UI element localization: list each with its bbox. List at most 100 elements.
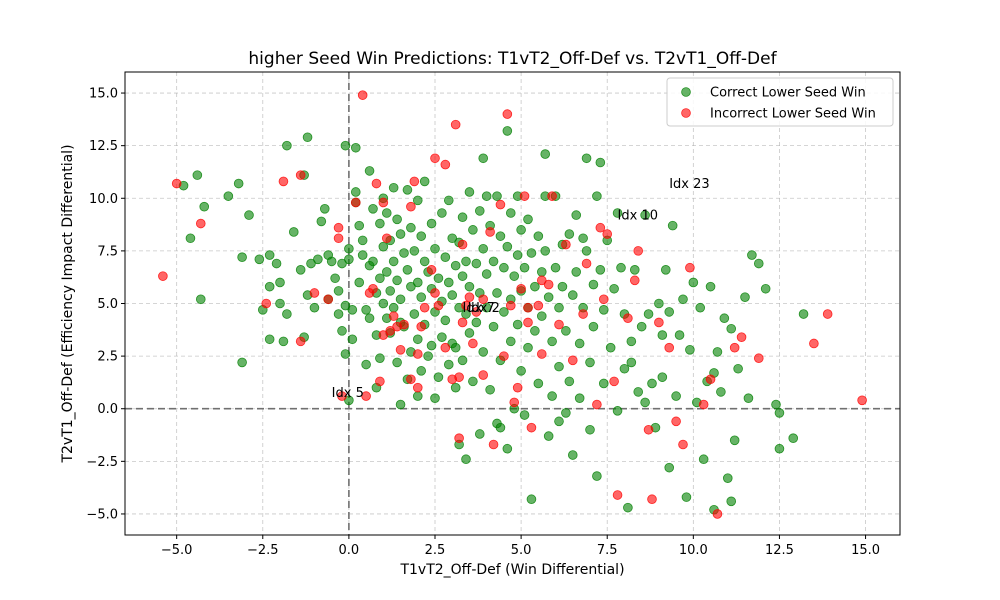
- data-point: [430, 393, 440, 404]
- data-point: [554, 302, 564, 313]
- data-point: [406, 374, 416, 385]
- data-point: [488, 439, 499, 450]
- data-point: [636, 321, 647, 332]
- data-point: [461, 454, 471, 465]
- data-point: [571, 210, 582, 220]
- data-point: [554, 319, 564, 330]
- data-point: [464, 187, 475, 197]
- data-point: [440, 315, 451, 326]
- series-incorrect: [158, 90, 867, 519]
- x-tick-label: −5.0: [161, 543, 193, 558]
- data-point: [509, 397, 520, 408]
- data-point: [561, 326, 571, 336]
- data-point: [468, 225, 478, 235]
- data-point: [495, 199, 506, 210]
- data-point: [478, 294, 489, 305]
- data-point: [347, 334, 358, 345]
- data-point: [567, 355, 578, 366]
- data-point: [678, 294, 688, 305]
- data-point: [512, 250, 523, 260]
- data-point: [592, 191, 602, 201]
- x-axis-title: T1vT2_Off-Def (Win Differential): [399, 562, 624, 578]
- data-point: [516, 366, 526, 376]
- data-point: [450, 342, 461, 353]
- data-point: [588, 321, 599, 332]
- x-tick-label: 0.0: [339, 543, 360, 558]
- data-point: [264, 250, 275, 260]
- data-point: [457, 212, 468, 223]
- data-point: [282, 140, 292, 151]
- legend-marker: [681, 87, 691, 97]
- data-point: [671, 391, 681, 401]
- data-point: [323, 294, 334, 305]
- data-point: [623, 313, 633, 324]
- data-point: [381, 233, 392, 244]
- data-point: [406, 281, 416, 292]
- data-point: [598, 294, 609, 305]
- data-point: [598, 305, 609, 315]
- data-point: [295, 170, 306, 180]
- data-point: [664, 462, 675, 473]
- data-point: [567, 290, 578, 300]
- data-point: [357, 250, 368, 260]
- data-point: [592, 399, 602, 410]
- data-point: [753, 353, 764, 364]
- data-point: [237, 357, 247, 368]
- data-point: [416, 231, 427, 241]
- data-point: [533, 300, 544, 311]
- data-point: [588, 279, 599, 290]
- data-point: [406, 222, 416, 233]
- data-point: [647, 494, 657, 505]
- data-point: [585, 424, 595, 435]
- data-point: [426, 265, 437, 275]
- data-point: [392, 275, 402, 286]
- data-point: [340, 300, 351, 311]
- data-point: [443, 277, 454, 288]
- y-tick-label: 0.0: [97, 402, 118, 417]
- legend-label: Incorrect Lower Seed Win: [710, 107, 876, 122]
- data-point: [753, 258, 764, 269]
- data-point: [502, 443, 513, 454]
- data-point: [388, 302, 399, 313]
- data-point: [288, 227, 299, 237]
- data-point: [512, 382, 523, 393]
- data-point: [306, 258, 316, 269]
- data-point: [685, 262, 695, 273]
- data-point: [523, 317, 533, 328]
- data-point: [485, 227, 495, 237]
- x-tick-label: 12.5: [765, 543, 794, 558]
- data-point: [368, 256, 378, 267]
- data-point: [574, 393, 585, 404]
- data-point: [313, 254, 323, 265]
- data-point: [344, 395, 354, 406]
- data-point: [416, 321, 427, 332]
- data-point: [275, 298, 285, 309]
- data-point: [571, 267, 582, 277]
- data-point: [337, 258, 347, 269]
- y-tick-label: 10.0: [89, 192, 118, 207]
- data-point: [740, 292, 750, 302]
- data-point: [233, 178, 244, 189]
- data-point: [450, 119, 461, 130]
- data-point: [199, 201, 210, 212]
- data-point: [344, 254, 354, 265]
- data-point: [712, 509, 723, 519]
- data-point: [316, 216, 327, 227]
- data-point: [478, 153, 489, 164]
- data-point: [712, 347, 723, 357]
- data-point: [364, 166, 375, 176]
- data-point: [333, 286, 344, 296]
- data-point: [378, 298, 389, 309]
- data-point: [333, 309, 344, 319]
- data-point: [368, 283, 378, 294]
- y-axis-title: T2vT1_Off-Def (Efficiency Impact Differe…: [60, 144, 76, 463]
- data-point: [433, 300, 444, 311]
- data-point: [295, 336, 306, 347]
- data-point: [350, 142, 361, 153]
- data-point: [426, 218, 437, 229]
- data-point: [481, 302, 492, 313]
- data-point: [368, 203, 378, 214]
- data-point: [519, 262, 530, 273]
- data-point: [340, 349, 351, 359]
